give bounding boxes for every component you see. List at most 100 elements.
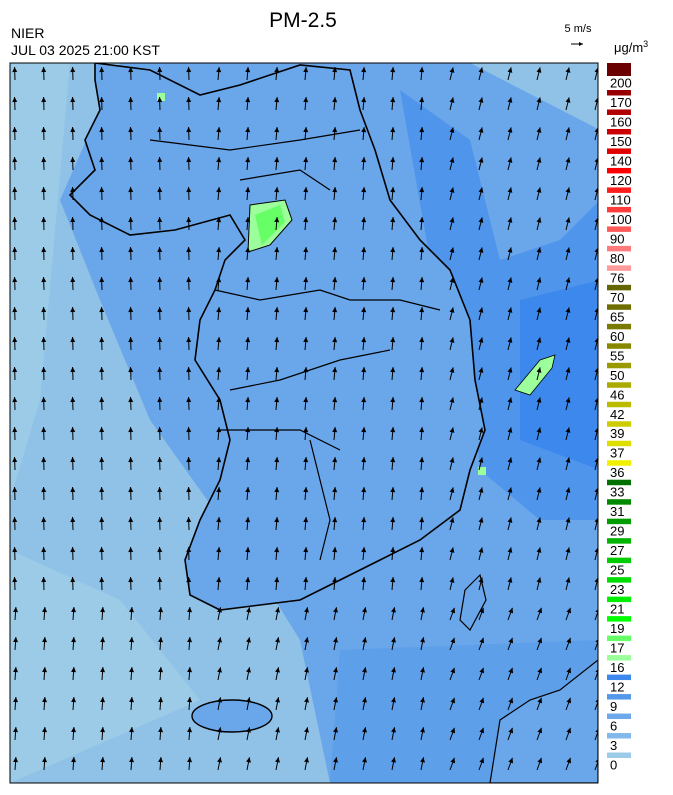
- wind-arrow: [390, 67, 396, 81]
- wind-arrow-head: [274, 457, 280, 463]
- wind-arrow-head: [12, 367, 18, 373]
- wind-arrow-head: [332, 427, 338, 433]
- wind-arrow-head: [419, 187, 425, 193]
- wind-arrow-head: [100, 697, 106, 703]
- colorbar-segment: [607, 206, 631, 213]
- colorbar-label: 39: [610, 426, 624, 441]
- wind-arrow-head: [391, 667, 396, 673]
- colorbar-segment: [607, 323, 631, 330]
- wind-arrow-head: [508, 607, 514, 614]
- colorbar-label: 76: [610, 270, 624, 285]
- wind-arrow-head: [419, 97, 425, 103]
- wind-arrow: [420, 727, 425, 741]
- wind-arrow: [390, 187, 396, 201]
- wind-arrow: [565, 607, 572, 621]
- wind-arrow-head: [13, 727, 19, 733]
- wind-arrow: [217, 757, 222, 771]
- wind-arrow-head: [536, 337, 542, 343]
- wind-arrow: [216, 277, 222, 291]
- wind-arrow: [304, 697, 309, 711]
- wind-arrow-head: [186, 577, 192, 583]
- colorbar-segment: [607, 226, 631, 232]
- map-frame: [9, 62, 599, 784]
- wind-arrow-head: [70, 217, 76, 223]
- wind-arrow-head: [275, 727, 280, 733]
- wind-arrow: [70, 336, 76, 351]
- wind-arrow-head: [419, 397, 425, 403]
- wind-arrow: [157, 96, 163, 111]
- wind-arrow: [274, 457, 280, 471]
- wind-arrow-head: [565, 157, 571, 163]
- wind-arrow-head: [157, 97, 163, 103]
- wind-arrow: [449, 607, 456, 621]
- colorbar: 0369121617192123252729313336373942465055…: [607, 63, 632, 773]
- wind-arrow-head: [246, 637, 251, 643]
- wind-arrow-head: [157, 427, 163, 433]
- wind-arrow-head: [128, 277, 134, 283]
- wind-arrow: [187, 606, 193, 621]
- wind-arrow: [478, 397, 484, 411]
- wind-arrow: [507, 757, 514, 771]
- wind-arrow: [478, 487, 484, 501]
- wind-arrow-head: [274, 157, 280, 163]
- wind-arrow-head: [12, 217, 18, 223]
- wind-arrow: [507, 157, 513, 171]
- wind-arrow: [245, 277, 251, 291]
- wind-arrow-head: [594, 367, 598, 373]
- wind-arrow-head: [12, 97, 18, 103]
- wind-arrow: [99, 96, 105, 111]
- wind-arrow: [99, 456, 105, 471]
- wind-arrow-head: [536, 487, 542, 493]
- wind-arrow-head: [217, 727, 222, 733]
- wind-arrow: [41, 216, 47, 231]
- wind-arrow-head: [303, 187, 309, 193]
- wind-arrow-head: [449, 247, 455, 253]
- wind-arrow-head: [186, 247, 192, 253]
- wind-arrow: [304, 607, 309, 621]
- wind-arrow: [157, 456, 163, 471]
- wind-arrow: [217, 667, 222, 681]
- wind-arrow: [245, 187, 251, 201]
- wind-arrow-head: [42, 607, 48, 613]
- wind-arrow-head: [419, 367, 425, 373]
- wind-arrow: [186, 306, 192, 321]
- wind-arrow-head: [157, 487, 163, 493]
- wind-arrow-head: [216, 517, 222, 523]
- wind-arrow-head: [187, 757, 193, 763]
- wind-arrow: [274, 517, 280, 531]
- wind-arrow-head: [99, 247, 105, 253]
- wind-arrow: [186, 486, 192, 501]
- wind-arrow-head: [186, 457, 192, 463]
- wind-arrow-head: [419, 337, 425, 343]
- wind-arrow-head: [450, 607, 456, 614]
- wind-arrow: [390, 457, 396, 471]
- wind-arrow-head: [536, 157, 542, 163]
- wind-arrow: [216, 97, 222, 111]
- wind-arrow: [71, 756, 77, 771]
- wind-arrow-head: [478, 487, 484, 493]
- wind-arrow: [536, 397, 542, 411]
- colorbar-segment: [607, 284, 631, 291]
- wind-arrow-head: [449, 97, 455, 103]
- wind-arrow-head: [479, 667, 485, 674]
- wind-arrow: [245, 517, 251, 531]
- wind-arrow-head: [507, 217, 513, 223]
- wind-arrow: [100, 756, 106, 771]
- wind-arrow: [332, 247, 338, 261]
- wind-arrow-head: [12, 457, 18, 463]
- wind-arrow-shaft: [594, 730, 598, 741]
- wind-arrow: [128, 276, 134, 291]
- wind-arrow-shaft: [594, 640, 598, 651]
- wind-arrow: [128, 66, 134, 81]
- wind-arrow: [390, 97, 396, 111]
- wind-arrow: [303, 367, 309, 381]
- wind-arrow: [186, 456, 192, 471]
- wind-arrow: [391, 727, 396, 741]
- wind-arrow: [449, 427, 455, 441]
- wind-arrow: [71, 726, 77, 741]
- wind-arrow-head: [536, 187, 542, 193]
- wind-arrow-head: [565, 487, 571, 493]
- wind-arrow-head: [157, 187, 163, 193]
- wind-arrow: [419, 517, 425, 531]
- wind-arrow: [449, 547, 455, 561]
